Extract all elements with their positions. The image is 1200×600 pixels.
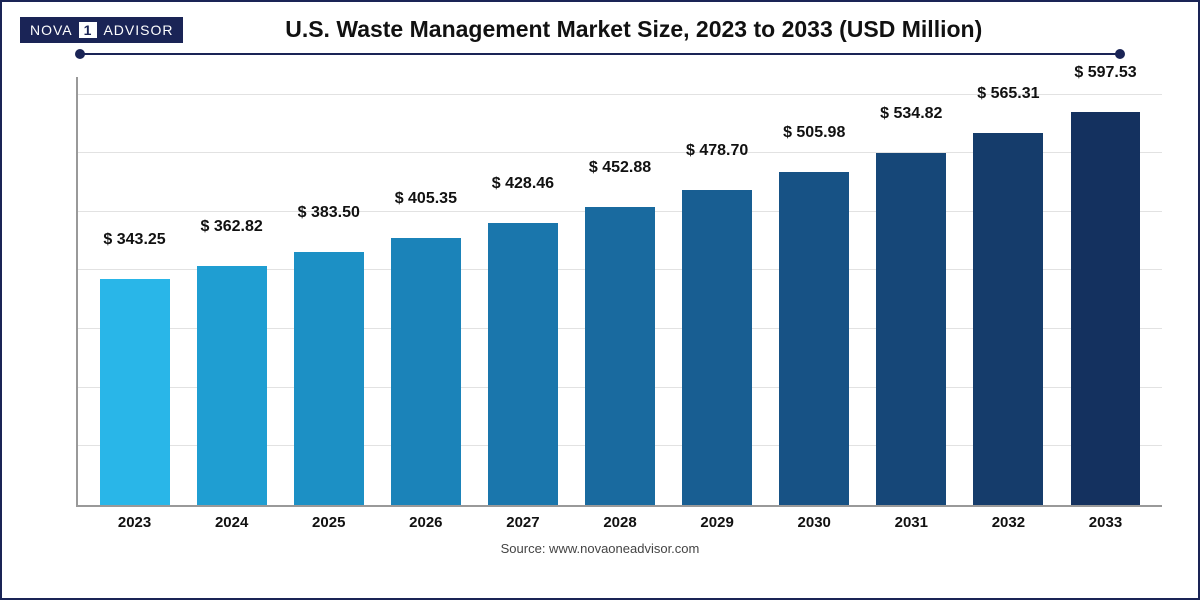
bar-value-label: $ 343.25 bbox=[103, 231, 165, 255]
bar bbox=[779, 172, 849, 505]
bar-slot: $ 565.31 bbox=[960, 77, 1057, 505]
x-axis-labels: 2023202420252026202720282029203020312032… bbox=[78, 514, 1162, 531]
bar-value-label: $ 428.46 bbox=[492, 175, 554, 199]
bar-slot: $ 362.82 bbox=[183, 77, 280, 505]
x-axis-label: 2032 bbox=[960, 514, 1057, 531]
bar-value-label: $ 383.50 bbox=[298, 204, 360, 228]
bar-slot: $ 534.82 bbox=[863, 77, 960, 505]
underline-line bbox=[80, 53, 1120, 55]
x-axis-label: 2023 bbox=[86, 514, 183, 531]
bars-row: $ 343.25 $ 362.82 $ 383.50 $ 405.35 $ 428.46… bbox=[78, 77, 1162, 505]
bar-value-label: $ 362.82 bbox=[201, 218, 263, 242]
x-axis-label: 2025 bbox=[280, 514, 377, 531]
bar-slot: $ 452.88 bbox=[571, 77, 668, 505]
bar-value-label: $ 565.31 bbox=[977, 85, 1039, 109]
underline-dot-right bbox=[1115, 49, 1125, 59]
title-underline bbox=[80, 49, 1120, 59]
bar-slot: $ 478.70 bbox=[669, 77, 766, 505]
bar-value-label: $ 505.98 bbox=[783, 124, 845, 148]
bar-slot: $ 428.46 bbox=[474, 77, 571, 505]
bar-slot: $ 597.53 bbox=[1057, 77, 1154, 505]
bar-slot: $ 505.98 bbox=[766, 77, 863, 505]
source-attribution: Source: www.novaoneadvisor.com bbox=[20, 541, 1180, 556]
bar bbox=[973, 133, 1043, 505]
header-row: NOVA 1 ADVISOR U.S. Waste Management Mar… bbox=[20, 16, 1180, 43]
bar bbox=[585, 207, 655, 505]
x-axis-label: 2033 bbox=[1057, 514, 1154, 531]
underline-dot-left bbox=[75, 49, 85, 59]
bar bbox=[197, 266, 267, 505]
bar-value-label: $ 534.82 bbox=[880, 105, 942, 129]
x-axis-label: 2026 bbox=[377, 514, 474, 531]
bar-value-label: $ 478.70 bbox=[686, 142, 748, 166]
x-axis-label: 2024 bbox=[183, 514, 280, 531]
chart-frame: NOVA 1 ADVISOR U.S. Waste Management Mar… bbox=[0, 0, 1200, 600]
x-axis-label: 2031 bbox=[863, 514, 960, 531]
bar bbox=[100, 279, 170, 505]
plot-wrap: $ 343.25 $ 362.82 $ 383.50 $ 405.35 $ 428.46… bbox=[76, 77, 1162, 507]
x-axis-label: 2028 bbox=[571, 514, 668, 531]
bar bbox=[391, 238, 461, 505]
bar bbox=[876, 153, 946, 505]
bar-slot: $ 383.50 bbox=[280, 77, 377, 505]
x-axis-label: 2029 bbox=[669, 514, 766, 531]
bar-slot: $ 405.35 bbox=[377, 77, 474, 505]
bar-value-label: $ 452.88 bbox=[589, 159, 651, 183]
bar-slot: $ 343.25 bbox=[86, 77, 183, 505]
bar bbox=[682, 190, 752, 505]
chart-title: U.S. Waste Management Market Size, 2023 … bbox=[207, 16, 1180, 43]
x-axis-label: 2030 bbox=[766, 514, 863, 531]
x-axis-label: 2027 bbox=[474, 514, 571, 531]
bar-value-label: $ 405.35 bbox=[395, 190, 457, 214]
bar-value-label: $ 597.53 bbox=[1074, 64, 1136, 88]
bar bbox=[488, 223, 558, 505]
logo-part-mid: 1 bbox=[79, 22, 98, 38]
brand-logo: NOVA 1 ADVISOR bbox=[20, 17, 183, 43]
bar bbox=[1071, 112, 1141, 505]
logo-part-left: NOVA bbox=[30, 22, 73, 38]
logo-part-right: ADVISOR bbox=[103, 22, 173, 38]
plot-area: $ 343.25 $ 362.82 $ 383.50 $ 405.35 $ 428.46… bbox=[76, 77, 1162, 507]
bar bbox=[294, 252, 364, 505]
